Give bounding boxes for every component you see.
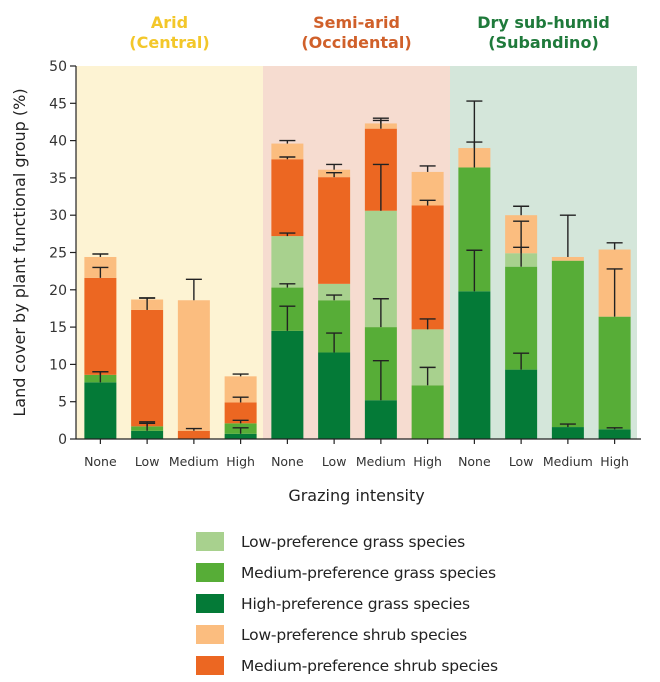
bar-segment	[84, 277, 117, 375]
legend-item-medium-pref-grass: Medium-preference grass species	[196, 557, 498, 588]
bar-segment	[551, 256, 584, 261]
bar-segment	[411, 385, 444, 439]
legend-item-high-pref-grass: High-preference grass species	[196, 588, 498, 619]
y-tick-label: 30	[49, 208, 67, 224]
x-tick-label: Low	[322, 454, 347, 469]
legend-label: High-preference grass species	[241, 594, 470, 613]
legend-swatch	[196, 594, 224, 613]
legend-item-medium-pref-shrub: Medium-preference shrub species	[196, 650, 498, 681]
bar-segment	[224, 433, 257, 439]
bar-segment	[458, 291, 491, 439]
legend-swatch	[196, 625, 224, 644]
x-tick-label: High	[413, 454, 442, 469]
bar-segment	[598, 429, 631, 439]
bar-segment	[318, 283, 351, 301]
x-tick-label: None	[84, 454, 117, 469]
region-subtitle: (Occidental)	[301, 33, 411, 52]
bar-segment	[505, 266, 538, 370]
region-title: Dry sub-humid	[477, 13, 610, 32]
bar-segment	[224, 402, 257, 424]
y-tick-label: 25	[49, 246, 67, 262]
y-tick-label: 0	[58, 432, 67, 448]
y-tick-label: 50	[49, 59, 67, 75]
y-tick-label: 35	[49, 171, 67, 187]
bar-segment	[318, 177, 351, 284]
bar-segment	[364, 400, 397, 439]
legend-label: Medium-preference shrub species	[241, 656, 498, 675]
x-tick-label: Low	[509, 454, 534, 469]
bar-segment	[411, 205, 444, 330]
x-tick-label: None	[271, 454, 304, 469]
region-title: Semi-arid	[313, 13, 400, 32]
bar-segment	[551, 260, 584, 428]
bar-segment	[598, 316, 631, 430]
bar-segment	[177, 430, 210, 439]
bar-segment	[271, 159, 304, 237]
legend-label: Medium-preference grass species	[241, 563, 496, 582]
x-tick-label: Low	[135, 454, 160, 469]
legend-label: Low-preference shrub species	[241, 625, 468, 644]
y-tick-label: 15	[49, 320, 67, 336]
region-title: Arid	[151, 13, 188, 32]
bar-segment	[131, 430, 164, 439]
stacked-bar-chart: Arid(Central) Semi-arid(Occidental) Dry su…	[10, 13, 641, 505]
bar-segment	[271, 330, 304, 439]
legend-swatch	[196, 656, 224, 675]
legend: Low-preference grass species Medium-pref…	[196, 526, 498, 681]
bar-segment	[505, 369, 538, 439]
y-axis-label: Land cover by plant functional group (%)	[10, 88, 29, 416]
y-tick-label: 40	[49, 134, 67, 150]
y-tick-label: 20	[49, 283, 67, 299]
bar-segment	[551, 427, 584, 439]
bar-segment	[131, 309, 164, 427]
region-subtitle: (Central)	[129, 33, 209, 52]
legend-item-low-pref-shrub: Low-preference shrub species	[196, 619, 498, 650]
bar-segment	[318, 352, 351, 439]
y-tick-label: 5	[58, 395, 67, 411]
bar-segment	[84, 382, 117, 439]
legend-label: Low-preference grass species	[241, 532, 465, 551]
region-subtitle: (Subandino)	[488, 33, 599, 52]
x-tick-label: High	[600, 454, 629, 469]
legend-item-low-pref-grass: Low-preference grass species	[196, 526, 498, 557]
x-tick-label: Medium	[356, 454, 406, 469]
legend-swatch	[196, 563, 224, 582]
y-tick-label: 45	[49, 96, 67, 112]
legend-swatch	[196, 532, 224, 551]
x-tick-label: Medium	[543, 454, 593, 469]
x-tick-label: Medium	[169, 454, 219, 469]
x-axis-label: Grazing intensity	[288, 486, 424, 505]
y-tick-label: 10	[49, 357, 67, 373]
x-tick-label: High	[226, 454, 255, 469]
x-tick-label: None	[458, 454, 491, 469]
bar-segment	[271, 143, 304, 160]
bar-segment	[271, 236, 304, 288]
bar-segment	[177, 300, 210, 431]
